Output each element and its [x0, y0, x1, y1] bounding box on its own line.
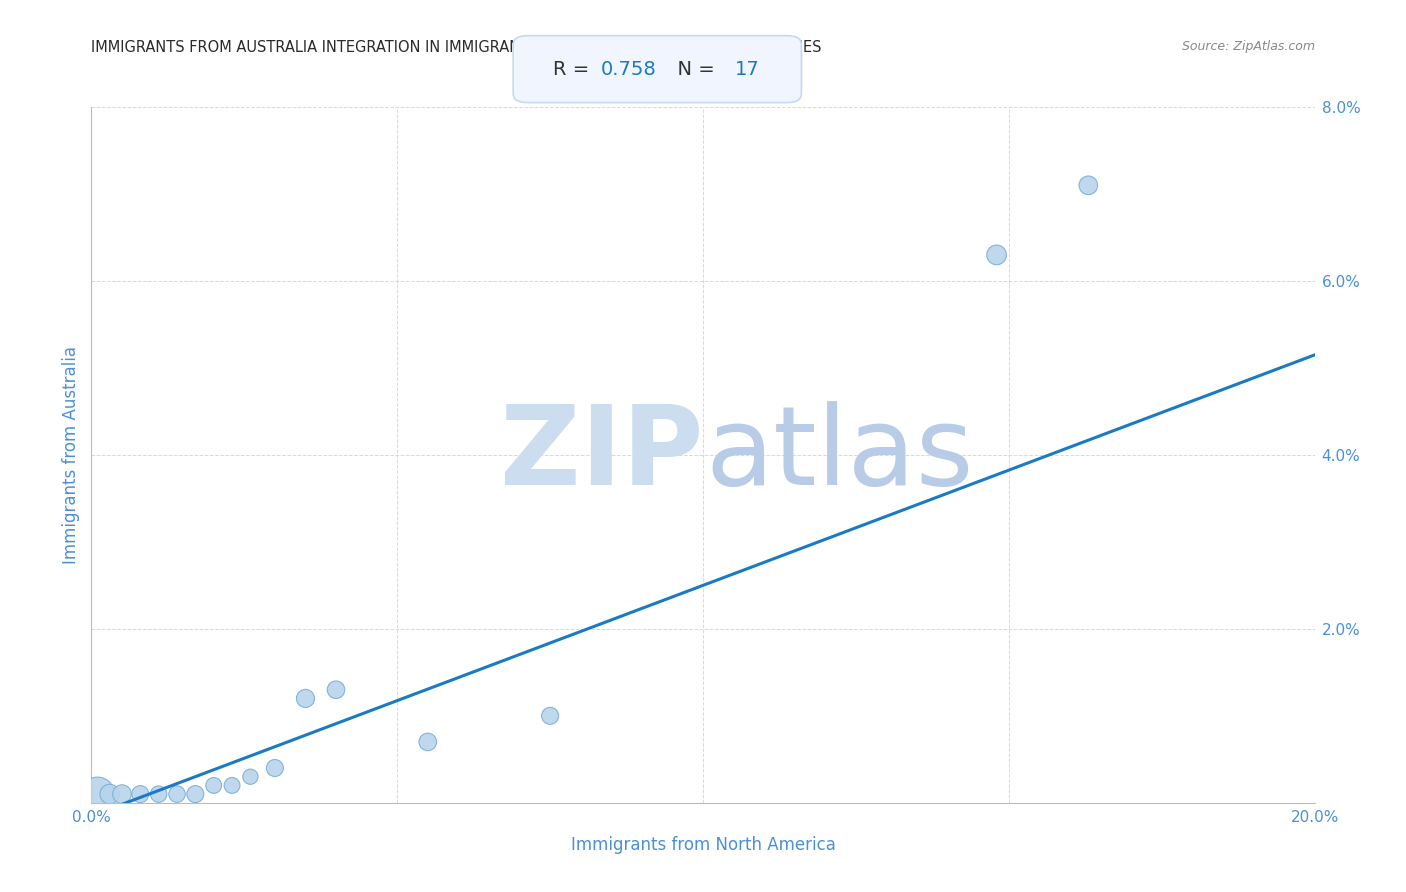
Point	[1077, 178, 1099, 193]
Point	[98, 787, 121, 801]
Point	[294, 691, 316, 706]
Point	[239, 770, 262, 784]
Point	[416, 735, 439, 749]
Y-axis label: Immigrants from Australia: Immigrants from Australia	[62, 346, 80, 564]
X-axis label: Immigrants from North America: Immigrants from North America	[571, 836, 835, 854]
Text: R =: R =	[553, 60, 595, 78]
Point	[221, 778, 243, 793]
Point	[264, 761, 287, 775]
Text: N =: N =	[665, 60, 721, 78]
Text: 17: 17	[735, 60, 761, 78]
Point	[538, 708, 561, 723]
Point	[166, 787, 188, 801]
Point	[986, 248, 1008, 262]
Point	[129, 787, 152, 801]
Point	[184, 787, 207, 801]
Point	[111, 787, 134, 801]
Point	[325, 682, 347, 697]
Text: 0.758: 0.758	[600, 60, 657, 78]
Text: IMMIGRANTS FROM AUSTRALIA INTEGRATION IN IMMIGRANTS FROM NORTH AMERICA COMMUNITI: IMMIGRANTS FROM AUSTRALIA INTEGRATION IN…	[91, 40, 823, 55]
Text: ZIP: ZIP	[499, 401, 703, 508]
Text: Source: ZipAtlas.com: Source: ZipAtlas.com	[1181, 40, 1315, 54]
Point	[86, 787, 108, 801]
Text: atlas: atlas	[706, 401, 974, 508]
Point	[148, 787, 170, 801]
Point	[202, 778, 225, 793]
